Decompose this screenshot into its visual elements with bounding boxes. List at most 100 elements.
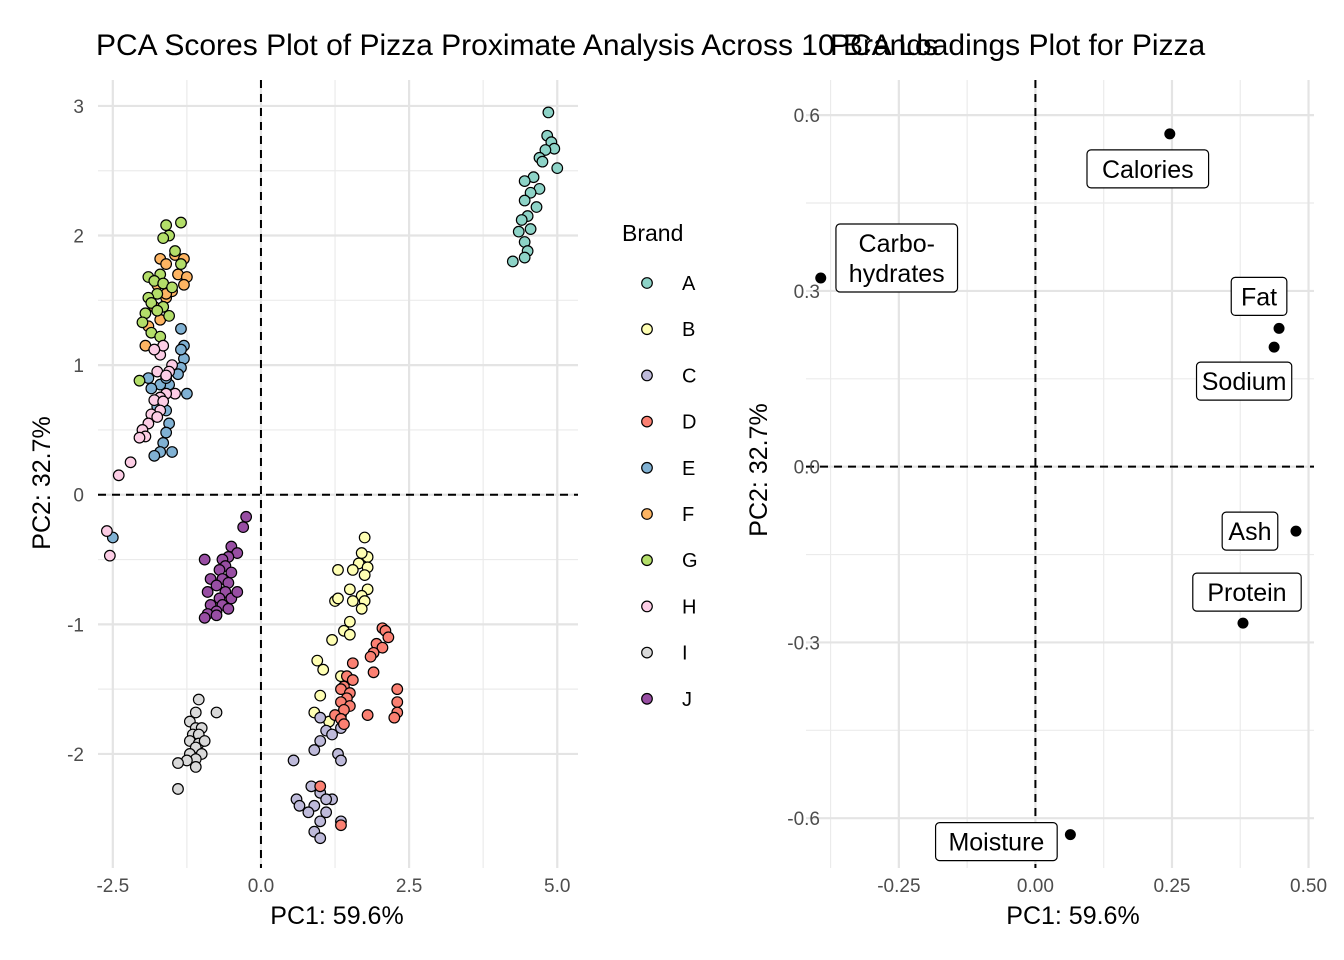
legend-key-B xyxy=(641,323,653,336)
loadings-reference-lines xyxy=(806,80,1314,868)
score-point-brand-A xyxy=(536,155,549,168)
score-point-brand-H xyxy=(124,456,137,469)
score-point-brand-G xyxy=(133,374,146,387)
score-point-brand-G xyxy=(163,309,176,322)
loading-point xyxy=(1237,617,1249,629)
score-point-brand-D xyxy=(346,657,359,670)
loadings-y-ticks: -0.6 -0.3 0.0 0.3 0.6 xyxy=(787,106,820,830)
score-point-brand-I xyxy=(172,757,184,769)
score-point-brand-G xyxy=(166,281,178,294)
score-point-brand-A xyxy=(542,106,555,119)
score-point-brand-I xyxy=(198,735,211,747)
score-point-brand-E xyxy=(145,382,158,395)
legend-label-G: G xyxy=(682,550,698,572)
legend-label-I: I xyxy=(682,643,688,665)
scores-panel: -2.5 0.0 2.5 5.0 -2 -1 0 1 2 3 PC1: 59.6% PC2: 3… xyxy=(28,80,698,930)
score-point-brand-C xyxy=(320,806,333,819)
score-point-brand-A xyxy=(524,223,537,235)
score-point-brand-B xyxy=(355,602,368,615)
score-point-brand-D xyxy=(388,711,401,724)
score-point-brand-C xyxy=(308,744,321,756)
score-point-brand-J xyxy=(231,586,244,598)
score-point-brand-J xyxy=(240,510,253,523)
score-point-brand-B xyxy=(343,628,356,641)
score-point-brand-F xyxy=(160,258,173,270)
loading-label-box xyxy=(1086,149,1210,189)
score-point-brand-H xyxy=(103,549,116,562)
score-point-brand-B xyxy=(358,531,371,544)
y-tick-label: 0.3 xyxy=(794,282,820,303)
legend-key-I xyxy=(641,646,653,659)
y-tick-label: -0.3 xyxy=(787,633,820,654)
score-point-brand-J xyxy=(201,586,214,598)
score-point-brand-G xyxy=(157,232,170,245)
loadings-gridlines xyxy=(806,80,1314,868)
loading-label: Ash xyxy=(1228,518,1271,546)
loading-label-box xyxy=(835,223,959,293)
score-point-brand-G xyxy=(136,316,149,329)
x-tick-label: 0.0 xyxy=(248,876,274,897)
score-point-brand-J xyxy=(237,521,250,534)
loading-label-box xyxy=(934,822,1058,862)
score-point-brand-C xyxy=(320,793,333,806)
legend-label-F: F xyxy=(682,504,694,526)
score-point-brand-E xyxy=(166,446,178,458)
loadings-panel: Calories Carbo-hydrates Fat Sodium Ash Protei… xyxy=(745,80,1327,930)
score-point-brand-G xyxy=(169,245,181,257)
y-tick-label: 3 xyxy=(73,97,84,118)
loading-point xyxy=(1064,829,1076,841)
score-point-brand-E xyxy=(160,426,173,439)
legend-key-E xyxy=(641,461,653,474)
score-point-brand-A xyxy=(518,251,531,264)
loading-label-box xyxy=(1230,276,1288,317)
loading-label: Protein xyxy=(1207,579,1286,607)
loading-point xyxy=(1273,322,1285,334)
legend-label-B: B xyxy=(682,319,695,341)
score-point-brand-I xyxy=(192,693,205,706)
score-point-brand-E xyxy=(175,343,187,356)
score-point-brand-G xyxy=(151,304,164,317)
legend-label-C: C xyxy=(682,365,696,387)
score-point-brand-C xyxy=(314,735,327,747)
score-point-brand-B xyxy=(358,569,371,581)
legend-key-F xyxy=(641,508,653,520)
loading-label-box xyxy=(1195,361,1293,401)
score-point-brand-I xyxy=(189,706,202,719)
score-point-brand-B xyxy=(332,592,344,605)
score-point-brand-C xyxy=(314,832,327,845)
y-tick-label: 0 xyxy=(73,486,84,507)
score-point-brand-C xyxy=(326,728,338,741)
score-point-brand-D xyxy=(338,718,350,731)
score-point-brand-I xyxy=(172,783,184,795)
x-tick-label: 0.00 xyxy=(1017,876,1054,897)
score-point-brand-I xyxy=(210,706,223,719)
score-point-brand-B xyxy=(311,654,324,667)
score-point-brand-H xyxy=(151,411,164,423)
score-point-brand-J xyxy=(210,609,223,622)
legend-label-J: J xyxy=(682,689,692,711)
loadings-points: Calories Carbo-hydrates Fat Sodium Ash Protei… xyxy=(815,128,1302,862)
score-point-brand-A xyxy=(512,225,525,238)
x-tick-label: 0.25 xyxy=(1153,876,1190,897)
legend-title: Brand xyxy=(622,220,683,246)
score-point-brand-G xyxy=(160,219,173,232)
y-tick-label: -0.6 xyxy=(787,809,820,830)
score-point-brand-B xyxy=(314,689,327,702)
loading-label: Calories xyxy=(1102,156,1194,184)
scores-x-axis-title: PC1: 59.6% xyxy=(270,902,403,930)
score-point-brand-C xyxy=(335,754,347,767)
score-point-brand-A xyxy=(506,255,519,268)
score-point-brand-A xyxy=(518,175,531,187)
score-point-brand-B xyxy=(346,564,359,576)
loading-label-box xyxy=(1221,511,1279,551)
score-point-brand-A xyxy=(524,186,537,199)
loading-label: Fat xyxy=(1241,283,1277,311)
score-point-brand-H xyxy=(160,369,173,382)
score-point-brand-A xyxy=(539,144,552,156)
loading-label-box xyxy=(1192,572,1302,612)
score-point-brand-C xyxy=(293,799,306,812)
score-point-brand-J xyxy=(198,553,211,566)
loading-point xyxy=(1268,341,1280,353)
scores-plot-title: PCA Scores Plot of Pizza Proximate Analy… xyxy=(96,29,938,62)
loadings-y-axis-title: PC2: 32.7% xyxy=(745,403,773,536)
